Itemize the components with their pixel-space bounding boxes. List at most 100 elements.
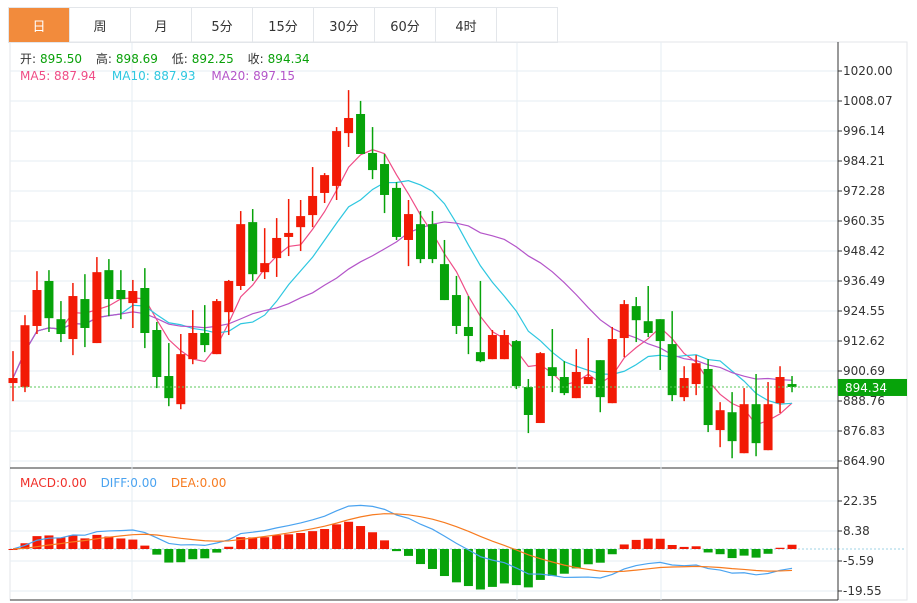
tab-4hour[interactable]: 4时 xyxy=(436,8,497,43)
candle-up xyxy=(92,272,102,344)
macd-bar xyxy=(392,549,402,552)
tab-15min[interactable]: 15分 xyxy=(253,8,314,43)
diff-value: DIFF:0.00 xyxy=(100,476,157,490)
candle-down xyxy=(44,280,54,319)
candle-down xyxy=(667,344,677,396)
macd-bar xyxy=(356,526,366,550)
candle-down xyxy=(547,367,557,377)
price-tick-label: 900.69 xyxy=(843,364,885,378)
candle-down xyxy=(116,290,126,300)
macd-bar xyxy=(751,549,761,558)
macd-bar xyxy=(92,534,102,550)
candle-down xyxy=(356,113,366,154)
macd-bar xyxy=(260,537,270,550)
candle-up xyxy=(775,377,785,404)
macd-bar xyxy=(559,549,569,574)
macd-bar xyxy=(727,549,737,559)
high-label: 高: xyxy=(95,52,112,66)
macd-bar xyxy=(523,549,533,588)
macd-bar xyxy=(212,549,222,553)
macd-bar xyxy=(404,549,414,556)
price-tick-label: 936.49 xyxy=(843,274,885,288)
macd-bar xyxy=(128,539,138,550)
price-tick-label: 912.62 xyxy=(843,334,885,348)
macd-bar xyxy=(739,549,749,556)
price-tick-label: 876.83 xyxy=(843,424,885,438)
ma10-value: MA10: 887.93 xyxy=(111,69,196,83)
candle-down xyxy=(655,319,665,342)
candle-up xyxy=(691,363,701,385)
price-tick-label: 1020.00 xyxy=(843,64,893,78)
macd-bar xyxy=(595,549,605,563)
candle-up xyxy=(284,232,294,237)
tab-empty xyxy=(497,8,558,43)
candle-down xyxy=(463,326,473,337)
price-tick-label: 972.28 xyxy=(843,184,885,198)
ohlc-legend: 开: 895.50 高: 898.69 低: 892.25 收: 894.34 xyxy=(20,50,320,67)
candle-down xyxy=(751,404,761,444)
macd-bar xyxy=(380,540,390,550)
candle-up xyxy=(535,353,545,424)
macd-bar xyxy=(296,532,306,550)
macd-bar xyxy=(164,549,174,563)
macd-bar xyxy=(104,536,114,550)
tab-5min[interactable]: 5分 xyxy=(192,8,253,43)
price-tick-label: 948.42 xyxy=(843,244,885,258)
macd-bar xyxy=(188,549,198,560)
ma5-value: MA5: 887.94 xyxy=(20,69,97,83)
candle-up xyxy=(236,224,246,286)
candle-up xyxy=(32,290,42,326)
tab-week[interactable]: 周 xyxy=(70,8,131,43)
candle-up xyxy=(176,354,186,405)
candle-up xyxy=(619,304,629,339)
high-value: 898.69 xyxy=(115,52,158,66)
candle-down xyxy=(56,319,66,335)
candle-up xyxy=(715,410,725,431)
macd-bar xyxy=(248,537,258,550)
candle-up xyxy=(607,339,617,404)
candle-up xyxy=(344,118,354,134)
price-axis: 1020.00 1008.07 996.14 984.21 972.28 960.35 94… xyxy=(837,42,907,600)
tab-30min[interactable]: 30分 xyxy=(314,8,375,43)
current-price-label: 894.34 xyxy=(845,381,887,395)
tab-month[interactable]: 月 xyxy=(131,8,192,43)
candle-down xyxy=(380,164,390,195)
price-tick-label: 924.55 xyxy=(843,304,885,318)
candle-down xyxy=(643,321,653,334)
candle-down xyxy=(559,377,569,394)
tab-day[interactable]: 日 xyxy=(9,8,70,43)
candle-up xyxy=(679,378,689,398)
candle-down xyxy=(523,387,533,415)
candle-up xyxy=(272,237,282,259)
macd-bar xyxy=(535,549,545,580)
close-label: 收: xyxy=(247,52,264,66)
candle-up xyxy=(308,195,318,216)
candle-up xyxy=(8,378,18,384)
candle-down xyxy=(703,368,713,426)
macd-bar xyxy=(787,544,797,550)
candle-down xyxy=(104,270,114,300)
open-value: 895.50 xyxy=(40,52,83,66)
macd-bar xyxy=(427,549,437,569)
macd-value: MACD:0.00 xyxy=(20,476,87,490)
candle-down xyxy=(511,341,521,387)
macd-bar xyxy=(176,549,186,563)
candle-up xyxy=(68,296,78,340)
macd-bar xyxy=(571,549,581,569)
candle-up xyxy=(499,335,509,360)
candle-down xyxy=(451,295,461,326)
candle-up xyxy=(739,404,749,454)
low-value: 892.25 xyxy=(191,52,234,66)
candle-down xyxy=(152,329,162,378)
candle-up xyxy=(224,280,234,313)
candle-down xyxy=(392,187,402,237)
macd-bar xyxy=(200,549,210,559)
tab-60min[interactable]: 60分 xyxy=(375,8,436,43)
macd-bar xyxy=(583,549,593,565)
macd-tick-label: -5.59 xyxy=(843,554,874,568)
low-label: 低: xyxy=(171,52,188,66)
macd-bar xyxy=(20,543,30,550)
candle-down xyxy=(140,288,150,334)
macd-bar xyxy=(224,546,234,550)
